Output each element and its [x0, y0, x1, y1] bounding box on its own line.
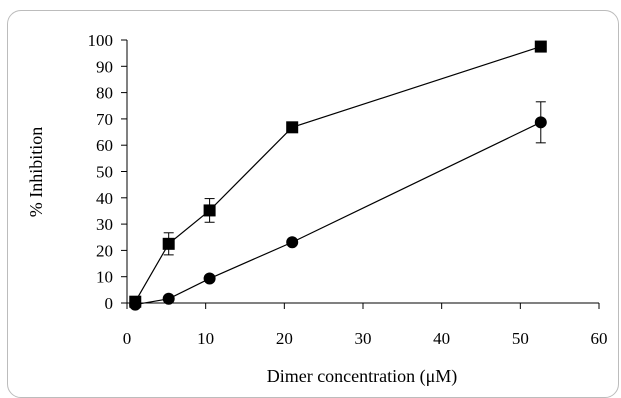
- x-tick-label-0: 0: [123, 329, 132, 348]
- x-tick-label-60: 60: [591, 329, 608, 348]
- x-tick-label-50: 50: [512, 329, 529, 348]
- x-tick-label-30: 30: [355, 329, 372, 348]
- y-tick-label-80: 80: [96, 84, 113, 103]
- y-tick-label-70: 70: [96, 110, 113, 129]
- x-tick-label-10: 10: [197, 329, 214, 348]
- series-2-point-4: [286, 236, 299, 249]
- x-axis-title: Dimer concentration (μM): [267, 366, 458, 387]
- y-tick-label-10: 10: [96, 268, 113, 287]
- series-1-point-5: [534, 40, 547, 53]
- series-1-point-2: [162, 237, 175, 250]
- series-2-point-2: [162, 292, 175, 305]
- y-tick-label-50: 50: [96, 163, 113, 182]
- series-2-point-3: [203, 272, 216, 285]
- y-tick-label-0: 0: [105, 294, 114, 313]
- y-tick-label-100: 100: [88, 31, 114, 50]
- x-tick-label-20: 20: [276, 329, 293, 348]
- series-1-point-4: [286, 121, 299, 134]
- chart-frame: [7, 10, 619, 398]
- y-tick-label-40: 40: [96, 189, 113, 208]
- y-tick-label-60: 60: [96, 136, 113, 155]
- y-tick-label-20: 20: [96, 241, 113, 260]
- chart: 0 10 20 30 40 50 60 70 80 90 100 0 10 20 30 40 50 60 % In…: [26, 31, 608, 387]
- y-tick-label-90: 90: [96, 57, 113, 76]
- series-1-line: [134, 46, 541, 302]
- plot-area: 0 10 20 30 40 50 60 70 80 90 100 0 10 20 30 40 50 60: [88, 31, 608, 348]
- series-1-point-3: [203, 204, 216, 217]
- y-tick-label-30: 30: [96, 215, 113, 234]
- series-2-point-1: [129, 298, 142, 311]
- x-tick-label-40: 40: [433, 329, 450, 348]
- y-axis-title: % Inhibition: [26, 127, 46, 218]
- series-2-line: [135, 121, 542, 306]
- series-2-point-5: [534, 116, 547, 129]
